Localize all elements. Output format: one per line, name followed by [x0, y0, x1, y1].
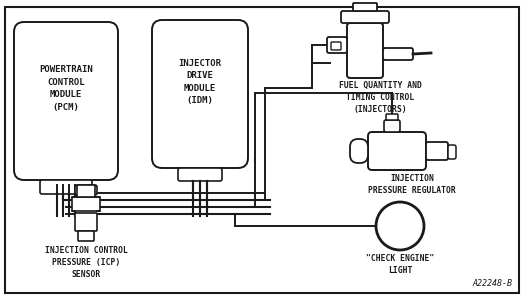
FancyBboxPatch shape: [384, 120, 400, 132]
FancyBboxPatch shape: [426, 142, 448, 160]
FancyBboxPatch shape: [72, 197, 100, 211]
FancyBboxPatch shape: [331, 42, 341, 50]
Text: INJECTION
PRESSURE REGULATOR: INJECTION PRESSURE REGULATOR: [368, 174, 456, 195]
FancyBboxPatch shape: [75, 213, 97, 231]
Circle shape: [376, 202, 424, 250]
Text: INJECTOR
DRIVE
MODULE
(IDM): INJECTOR DRIVE MODULE (IDM): [178, 59, 222, 105]
Text: "CHECK ENGINE"
LIGHT: "CHECK ENGINE" LIGHT: [366, 254, 434, 275]
Text: POWERTRAIN
CONTROL
MODULE
(PCM): POWERTRAIN CONTROL MODULE (PCM): [39, 65, 93, 112]
Text: A22248-B: A22248-B: [472, 279, 512, 288]
FancyBboxPatch shape: [78, 231, 94, 241]
FancyBboxPatch shape: [448, 145, 456, 159]
FancyBboxPatch shape: [386, 114, 398, 120]
FancyBboxPatch shape: [350, 139, 368, 163]
FancyBboxPatch shape: [77, 185, 95, 197]
FancyBboxPatch shape: [178, 168, 222, 181]
FancyBboxPatch shape: [40, 180, 92, 194]
FancyBboxPatch shape: [75, 185, 97, 195]
FancyBboxPatch shape: [327, 37, 347, 53]
Text: FUEL QUANTITY AND
TIMING CONTROL
(INJECTORS): FUEL QUANTITY AND TIMING CONTROL (INJECT…: [339, 81, 422, 114]
FancyBboxPatch shape: [14, 22, 118, 180]
FancyBboxPatch shape: [347, 23, 383, 78]
FancyBboxPatch shape: [368, 132, 426, 170]
FancyBboxPatch shape: [341, 11, 389, 23]
Text: INJECTION CONTROL
PRESSURE (ICP)
SENSOR: INJECTION CONTROL PRESSURE (ICP) SENSOR: [45, 246, 128, 279]
FancyBboxPatch shape: [383, 48, 413, 60]
FancyBboxPatch shape: [152, 20, 248, 168]
FancyBboxPatch shape: [353, 3, 377, 11]
